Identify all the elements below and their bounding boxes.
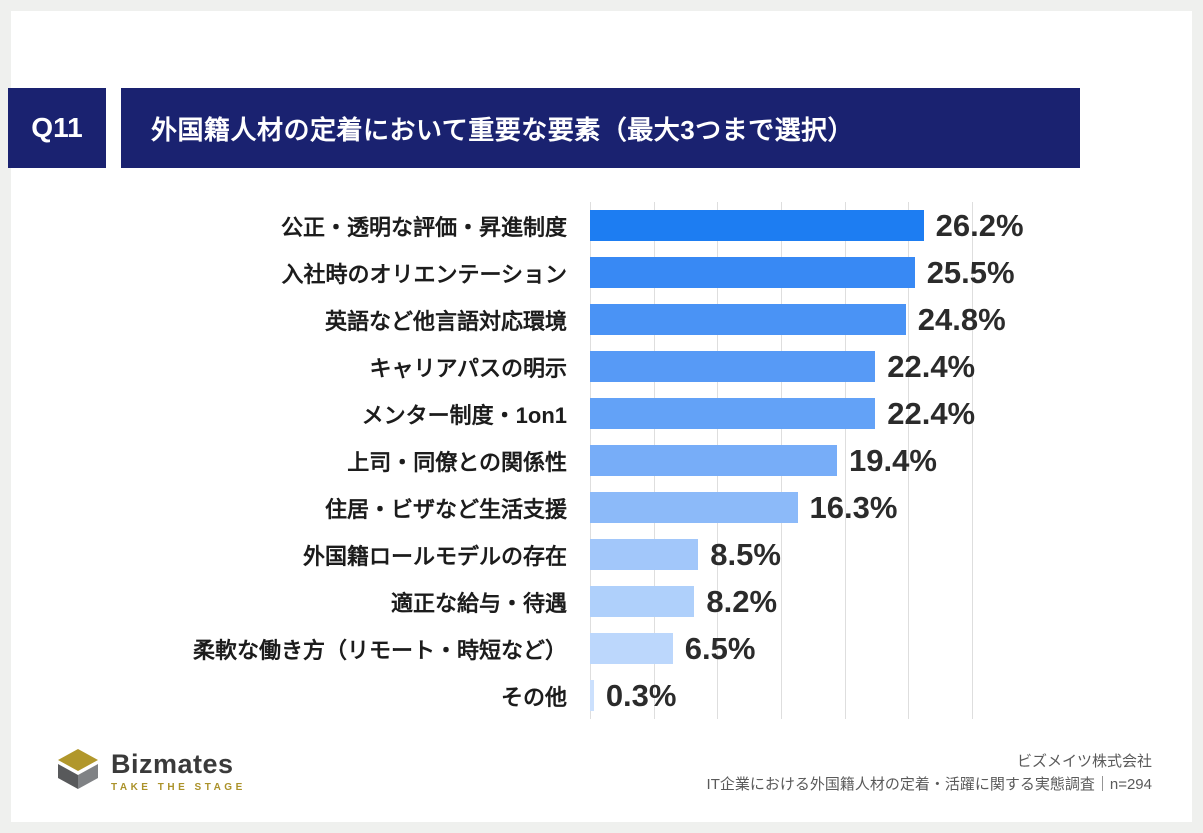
category-label: 上司・同僚との関係性 — [347, 449, 567, 475]
gridline — [972, 202, 973, 719]
bar — [590, 210, 924, 241]
bar-track: 26.2% — [590, 208, 1024, 243]
value-label: 26.2% — [935, 207, 1024, 243]
value-label: 24.8% — [917, 301, 1006, 337]
category-label: その他 — [500, 684, 567, 710]
page-title: 外国籍人材の定着において重要な要素（最大3つまで選択） — [121, 88, 1080, 168]
bar — [590, 304, 906, 335]
value-label: 8.2% — [706, 583, 778, 619]
bar — [590, 398, 876, 429]
bar — [590, 351, 876, 382]
bar-track: 19.4% — [590, 442, 972, 478]
category-label: 柔軟な働き方（リモート・時短など） — [192, 637, 567, 663]
chart-row: 英語など他言語対応環境 24.8% — [11, 296, 1192, 343]
value-label: 25.5% — [926, 254, 1015, 290]
chart-row: 住居・ビザなど生活支援 16.3% — [11, 484, 1192, 531]
value-label: 0.3% — [605, 677, 677, 713]
chart-row: キャリアパスの明示 22.4% — [11, 343, 1192, 390]
category-label: 入社時のオリエンテーション — [281, 261, 567, 287]
gridline — [908, 202, 910, 719]
bizmates-logo: Bizmates TAKE THE STAGE — [55, 747, 246, 796]
category-label: 外国籍ロールモデルの存在 — [302, 543, 567, 569]
bar-track: 25.5% — [590, 255, 1015, 290]
bar — [590, 539, 699, 570]
category-label: 適正な給与・待遇 — [390, 590, 567, 616]
footer: Bizmates TAKE THE STAGE ビズメイツ株式会社 IT企業にお… — [55, 747, 1152, 796]
value-label: 22.4% — [887, 395, 976, 431]
category-label: 住居・ビザなど生活支援 — [324, 496, 567, 522]
category-label: 公正・透明な評価・昇進制度 — [280, 214, 567, 240]
credit-company: ビズメイツ株式会社 — [1016, 752, 1152, 770]
chart-row: 上司・同僚との関係性 19.4% — [11, 437, 1192, 484]
bar — [590, 257, 915, 288]
chart-row: メンター制度・1on1 22.4% — [11, 390, 1192, 437]
header: Q11 外国籍人材の定着において重要な要素（最大3つまで選択） — [8, 88, 1080, 168]
value-label: 6.5% — [684, 630, 756, 666]
logo-tagline: TAKE THE STAGE — [111, 782, 246, 794]
bar — [590, 680, 594, 711]
chart-row: 入社時のオリエンテーション 25.5% — [11, 249, 1192, 296]
chart-row: 柔軟な働き方（リモート・時短など） 6.5% — [11, 625, 1192, 672]
chart-row: 外国籍ロールモデルの存在 8.5% — [11, 531, 1192, 578]
question-badge: Q11 — [8, 88, 106, 168]
credit-survey: IT企業における外国籍人材の定着・活躍に関する実態調査｜n=294 — [706, 775, 1152, 793]
chart-rows: 公正・透明な評価・昇進制度 26.2% 入社時のオリエンテーション 25.5% 英語など… — [11, 202, 1192, 719]
survey-credit: ビズメイツ株式会社 IT企業における外国籍人材の定着・活躍に関する実態調査｜n=… — [707, 750, 1152, 797]
bar-track: 8.5% — [590, 536, 972, 572]
category-label: 英語など他言語対応環境 — [324, 308, 567, 334]
chart-card: Q11 外国籍人材の定着において重要な要素（最大3つまで選択） 公正・透明な評価… — [8, 11, 1192, 822]
value-label: 8.5% — [710, 536, 781, 572]
bar-track: 0.3% — [590, 677, 972, 713]
bar-track: 22.4% — [590, 395, 976, 431]
chart-row: その他 0.3% — [11, 672, 1192, 719]
chart-row: 適正な給与・待遇 8.2% — [11, 578, 1192, 625]
bar — [590, 492, 798, 523]
value-label: 19.4% — [849, 442, 937, 478]
bar-track: 22.4% — [590, 348, 976, 384]
bar-track: 16.3% — [590, 489, 972, 525]
bar-track: 24.8% — [590, 302, 1006, 337]
bar — [590, 445, 838, 476]
bar-track: 6.5% — [590, 630, 972, 666]
chart-row: 公正・透明な評価・昇進制度 26.2% — [11, 202, 1192, 249]
logo-texts: Bizmates TAKE THE STAGE — [111, 748, 246, 794]
logo-wordmark: Bizmates — [111, 748, 234, 779]
category-label: メンター制度・1on1 — [361, 402, 567, 428]
gridline — [844, 202, 846, 719]
value-label: 22.4% — [887, 348, 976, 384]
bizmates-cube-icon — [55, 747, 101, 796]
bar — [590, 586, 695, 617]
bar-track: 8.2% — [590, 583, 972, 619]
bar — [590, 633, 673, 664]
bar-chart: 公正・透明な評価・昇進制度 26.2% 入社時のオリエンテーション 25.5% 英語など… — [11, 202, 1192, 719]
category-label: キャリアパスの明示 — [369, 355, 567, 381]
value-label: 16.3% — [809, 489, 898, 525]
